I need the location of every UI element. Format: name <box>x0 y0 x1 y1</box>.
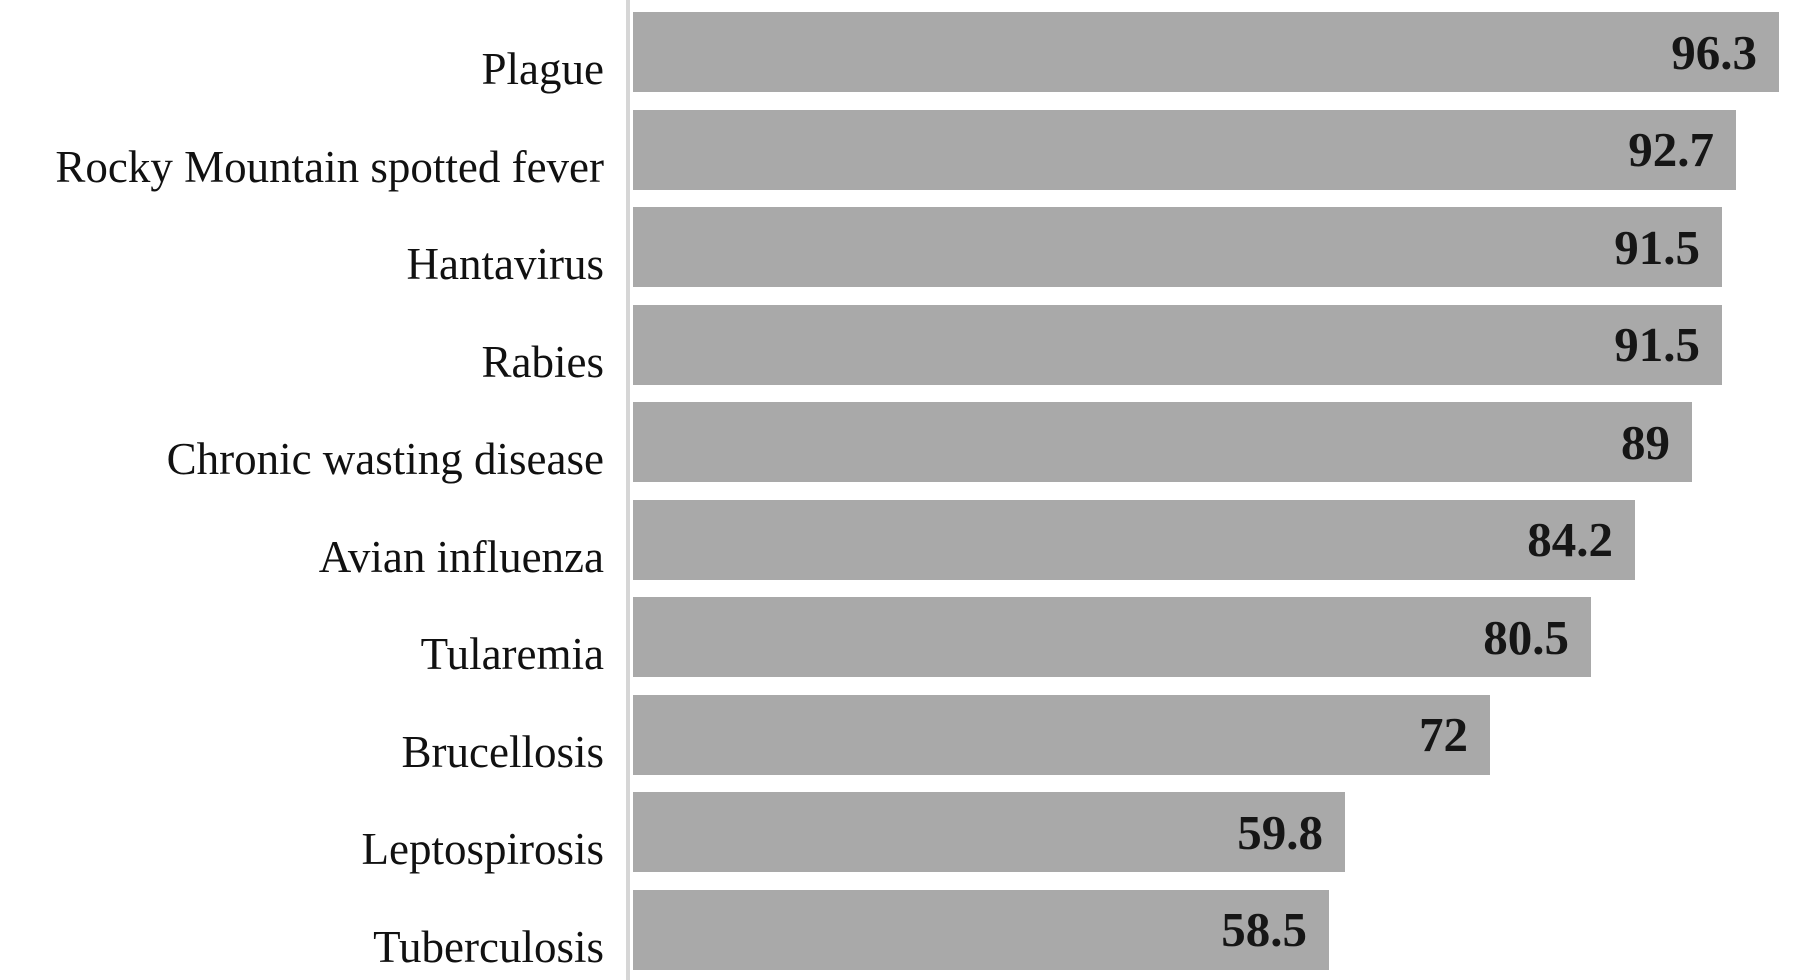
value-label: 72 <box>1419 707 1468 762</box>
value-label: 91.5 <box>1614 219 1700 275</box>
bar: 92.7 <box>633 109 1736 190</box>
chart-row: Rabies 91.5 <box>0 304 1800 387</box>
chart-row: Tularemia 80.5 <box>0 597 1800 679</box>
value-label: 58.5 <box>1221 902 1307 957</box>
chart-rows: Plague 96.3 Rocky Mountain spotted fever 92… <box>0 12 1800 972</box>
bar-track: 72 <box>633 694 1800 775</box>
chart-row: Rocky Mountain spotted fever 92.7 <box>0 109 1800 192</box>
bar-track: 91.5 <box>633 207 1800 287</box>
bar-track: 92.7 <box>633 109 1800 190</box>
bar-track: 84.2 <box>633 499 1800 580</box>
chart-row: Chronic wasting disease 89 <box>0 402 1800 484</box>
chart-row: Tuberculosis 58.5 <box>0 889 1800 972</box>
category-label: Hantavirus <box>406 239 604 289</box>
category-label: Avian influenza <box>318 531 604 582</box>
chart-row: Avian influenza 84.2 <box>0 499 1800 582</box>
bar: 58.5 <box>633 889 1329 970</box>
chart-row: Hantavirus 91.5 <box>0 207 1800 289</box>
value-label: 96.3 <box>1671 24 1757 80</box>
chart-row: Brucellosis 72 <box>0 694 1800 777</box>
bar: 89 <box>633 402 1692 482</box>
bar: 72 <box>633 694 1490 775</box>
category-label: Brucellosis <box>401 726 604 777</box>
bar-track: 89 <box>633 402 1800 482</box>
chart-row: Leptospirosis 59.8 <box>0 792 1800 874</box>
bar-track: 91.5 <box>633 304 1800 385</box>
bar: 91.5 <box>633 304 1722 385</box>
category-label: Tuberculosis <box>373 921 604 972</box>
bar-track: 58.5 <box>633 889 1800 970</box>
value-label: 80.5 <box>1483 609 1569 665</box>
chart-row: Plague 96.3 <box>0 12 1800 94</box>
category-label: Chronic wasting disease <box>166 434 604 484</box>
bar: 59.8 <box>633 792 1345 872</box>
value-label: 91.5 <box>1614 317 1700 372</box>
category-label: Tularemia <box>420 629 604 679</box>
bar: 91.5 <box>633 207 1722 287</box>
y-axis-line <box>626 0 630 980</box>
value-label: 89 <box>1621 414 1670 470</box>
category-label: Plague <box>481 44 604 94</box>
bar: 84.2 <box>633 499 1635 580</box>
bar-track: 59.8 <box>633 792 1800 872</box>
bar: 80.5 <box>633 597 1591 677</box>
category-label: Rocky Mountain spotted fever <box>55 141 604 192</box>
value-label: 92.7 <box>1628 122 1714 177</box>
category-label: Rabies <box>481 336 604 387</box>
category-label: Leptospirosis <box>361 824 605 874</box>
bar-track: 80.5 <box>633 597 1800 677</box>
bar: 96.3 <box>633 12 1779 92</box>
bar-track: 96.3 <box>633 12 1800 92</box>
value-label: 84.2 <box>1527 512 1613 567</box>
value-label: 59.8 <box>1237 804 1323 860</box>
